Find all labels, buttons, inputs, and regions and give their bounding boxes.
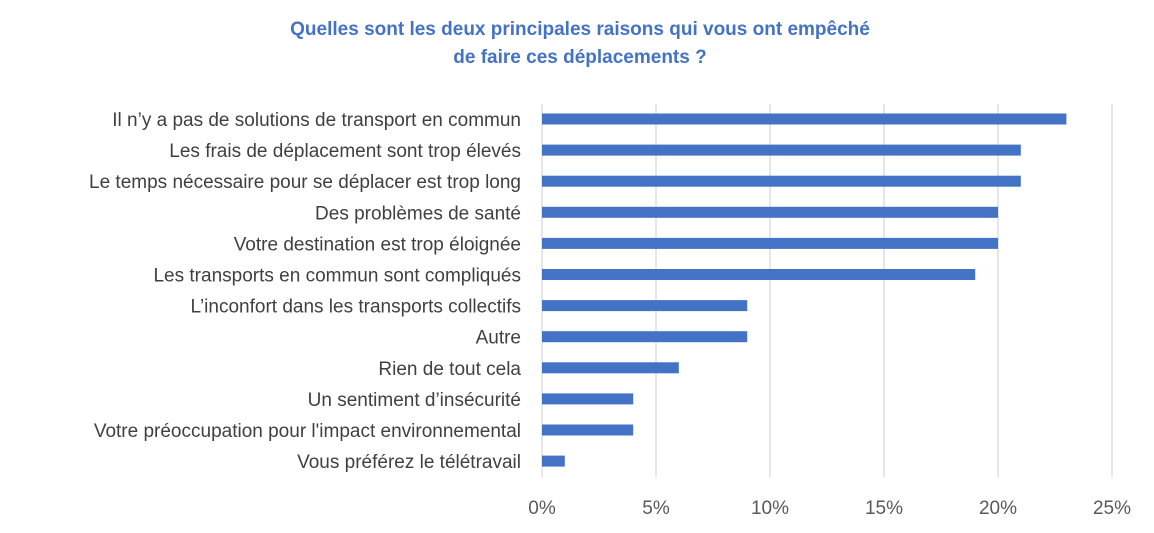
bar xyxy=(542,331,748,343)
bar xyxy=(542,455,565,467)
chart-title-line-2: de faire ces déplacements ? xyxy=(453,47,707,68)
x-tick-label: 15% xyxy=(865,498,903,519)
category-label: Votre préoccupation pour l'impact enviro… xyxy=(94,421,521,442)
bar xyxy=(542,206,998,218)
category-label: L’inconfort dans les transports collecti… xyxy=(190,297,521,318)
chart-title: Quelles sont les deux principales raison… xyxy=(0,16,1154,72)
bar xyxy=(542,269,976,280)
x-tick-label: 25% xyxy=(1093,498,1131,519)
category-label: Rien de tout cela xyxy=(378,359,521,380)
chart-title-line-1: Quelles sont les deux principales raison… xyxy=(290,19,870,40)
category-label: Le temps nécessaire pour se déplacer est… xyxy=(89,172,521,193)
category-label: Votre destination est trop éloignée xyxy=(234,234,521,255)
bar xyxy=(542,237,998,249)
category-label: Des problèmes de santé xyxy=(315,203,521,224)
bar xyxy=(542,144,1021,156)
category-label: Un sentiment d’insécurité xyxy=(308,390,521,411)
x-tick-label: 20% xyxy=(979,498,1017,519)
category-label: Vous préférez le télétravail xyxy=(297,452,521,473)
bar xyxy=(542,300,748,312)
gridlines xyxy=(541,104,1113,477)
x-tick-label: 0% xyxy=(528,498,556,519)
bars xyxy=(542,113,1067,467)
bar xyxy=(542,393,634,405)
x-tick-label: 5% xyxy=(642,498,670,519)
bar xyxy=(542,113,1067,125)
category-label: Il n’y a pas de solutions de transport e… xyxy=(112,110,521,131)
x-tick-label: 10% xyxy=(751,498,789,519)
bar xyxy=(542,362,679,374)
category-label: Les frais de déplacement sont trop élevé… xyxy=(169,141,521,162)
category-labels: Il n’y a pas de solutions de transport e… xyxy=(89,110,521,473)
category-label: Autre xyxy=(476,328,521,349)
category-label: Les transports en commun sont compliqués xyxy=(153,266,521,287)
x-tick-labels: 0% 5% 10% 15% 20% 25% xyxy=(528,498,1131,519)
bar xyxy=(542,175,1021,187)
bar xyxy=(542,424,634,436)
